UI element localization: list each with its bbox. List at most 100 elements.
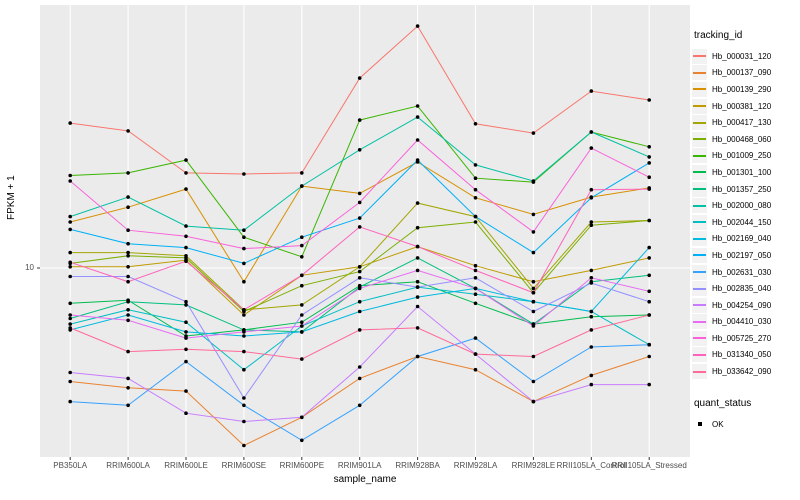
data-point-Hb_004254_090 [357, 365, 362, 369]
data-point-Hb_002197_050 [68, 227, 72, 232]
data-point-Hb_002835_040 [184, 299, 188, 304]
legend-key-line [693, 304, 706, 307]
data-point-Hb_002835_040 [126, 274, 130, 279]
y-tick-label-10: 10 [25, 263, 34, 272]
data-point-Hb_000031_120 [68, 121, 72, 125]
data-point-Hb_033642_090 [126, 349, 130, 354]
data-point-Hb_001009_250 [647, 145, 651, 149]
x-tick-label: RRIM928BA [395, 461, 440, 470]
x-tick-label: RRIM600LA [106, 461, 150, 470]
data-point-Hb_004254_090 [415, 304, 420, 309]
legend-item-label: Hb_001009_250 [712, 151, 772, 161]
data-point-Hb_000031_120 [300, 171, 304, 175]
x-axis-title: sample_name [333, 474, 397, 485]
data-point-Hb_001357_250 [68, 316, 72, 321]
legend-item-label: Hb_002169_040 [712, 234, 772, 244]
data-point-Hb_004410_030 [357, 286, 362, 291]
data-point-Hb_000468_060 [647, 218, 651, 223]
data-point-Hb_002169_040 [357, 309, 362, 314]
data-point-Hb_033642_090 [647, 313, 651, 317]
legend-key-swatch [692, 231, 707, 247]
x-tick-label: RRII105LA_Control [557, 461, 627, 470]
legend-key-point [697, 422, 702, 427]
data-point-Hb_000137_090 [357, 376, 362, 381]
legend-key-swatch [692, 181, 707, 197]
legend-title-tracking-id: tracking_id [694, 30, 743, 41]
data-point-Hb_001009_250 [68, 173, 72, 178]
data-point-Hb_000137_090 [184, 389, 188, 393]
data-point-Hb_033642_090 [357, 328, 362, 332]
legend-key-line [693, 271, 706, 274]
data-point-Hb_033642_090 [242, 349, 246, 354]
data-point-Hb_000031_120 [184, 171, 188, 175]
x-tick-label: RRIM600PE [280, 461, 324, 470]
data-point-Hb_001009_250 [242, 235, 246, 239]
data-point-Hb_002197_050 [184, 245, 188, 250]
legend-items-tracking-id: Hb_000031_120 Hb_000137_090 Hb_000139_290 H… [692, 48, 798, 380]
legend-block-quant-status: quant_status OK [692, 398, 798, 433]
data-point-Hb_002044_150 [357, 299, 362, 304]
data-point-Hb_002169_040 [589, 309, 594, 314]
legend-key-swatch [692, 347, 707, 363]
legend-item-Hb_000031_120: Hb_000031_120 [692, 48, 798, 65]
legend-item-label: Hb_001357_250 [712, 184, 772, 194]
data-point-Hb_000031_120 [647, 98, 651, 102]
legend-items-quant-status: OK [692, 416, 798, 433]
data-point-Hb_000139_290 [184, 187, 188, 191]
data-point-Hb_002197_050 [300, 235, 304, 239]
data-point-Hb_002000_080 [473, 163, 478, 167]
legend-item-label: Hb_000137_090 [712, 68, 772, 78]
data-point-Hb_001301_100 [300, 320, 304, 325]
legend-item-Hb_005725_270: Hb_005725_270 [692, 330, 798, 347]
legend-title-quant-status: quant_status [694, 397, 752, 409]
legend-key-swatch [692, 314, 707, 330]
data-point-Hb_001357_250 [647, 273, 651, 278]
data-point-Hb_002000_080 [589, 130, 594, 134]
data-point-Hb_000381_120 [242, 313, 246, 317]
legend-item-Hb_002631_030: Hb_002631_030 [692, 264, 798, 281]
legend-key-line [693, 370, 706, 373]
data-point-Hb_002835_040 [300, 313, 304, 317]
data-point-Hb_000031_120 [531, 131, 536, 135]
legend-item-label: Hb_001301_100 [712, 167, 772, 177]
data-point-Hb_002000_080 [184, 224, 188, 228]
data-point-Hb_000417_130 [589, 220, 594, 224]
data-point-Hb_002631_030 [473, 336, 478, 340]
legend-key-swatch [692, 214, 707, 230]
legend-key-line [693, 88, 706, 91]
data-point-Hb_000381_120 [473, 263, 478, 268]
data-point-Hb_002631_030 [68, 399, 72, 404]
legend-item-Hb_000381_120: Hb_000381_120 [692, 98, 798, 115]
data-point-Hb_033642_090 [184, 347, 188, 352]
legend-item-label: Hb_000468_060 [712, 134, 772, 144]
data-point-Hb_002631_030 [184, 359, 188, 364]
legend-key-swatch [692, 417, 707, 432]
data-point-Hb_005725_270 [531, 230, 536, 234]
data-point-Hb_000468_060 [126, 254, 130, 258]
legend-key-swatch [692, 281, 707, 297]
legend-key-swatch [692, 330, 707, 346]
x-tick-label: RRII105LA_Stressed [612, 461, 687, 470]
legend-key-swatch [692, 48, 707, 64]
legend-key-line [693, 121, 706, 124]
data-point-Hb_004410_030 [589, 276, 594, 280]
data-point-Hb_004410_030 [415, 268, 420, 273]
legend-key-swatch [692, 148, 707, 164]
data-point-Hb_001009_250 [300, 254, 304, 259]
data-point-Hb_033642_090 [531, 354, 536, 359]
legend-item-Hb_002044_150: Hb_002044_150 [692, 214, 798, 231]
data-point-Hb_004254_090 [589, 382, 594, 387]
legend-item-label: Hb_002835_040 [712, 284, 772, 294]
legend-item-Hb_000417_130: Hb_000417_130 [692, 114, 798, 131]
legend-item-label: Hb_005725_270 [712, 333, 772, 343]
data-point-Hb_000139_290 [68, 220, 72, 224]
data-point-Hb_000031_120 [357, 76, 362, 80]
data-point-Hb_031340_050 [415, 244, 420, 249]
data-point-Hb_031340_050 [300, 273, 304, 278]
data-point-Hb_000139_290 [126, 205, 130, 209]
x-tick-label: RRIM928LA [454, 461, 498, 470]
data-point-Hb_002197_050 [647, 161, 651, 165]
data-point-Hb_000468_060 [415, 225, 420, 230]
legend: tracking_id Hb_000031_120 Hb_000137_090 Hb… [692, 30, 798, 432]
